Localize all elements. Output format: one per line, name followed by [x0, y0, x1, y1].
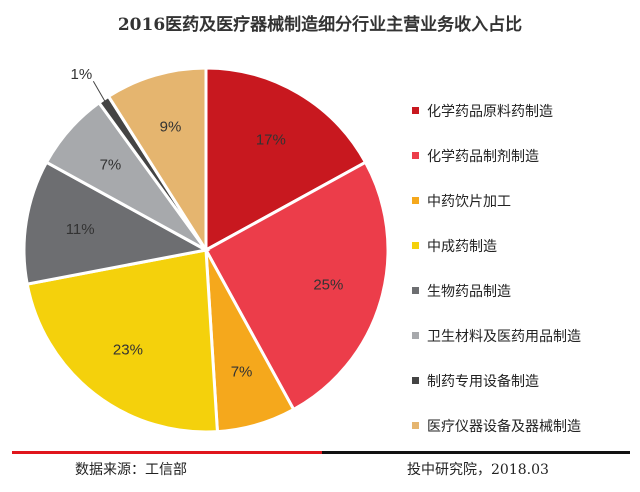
legend-label: 生物药品制造: [427, 283, 511, 300]
footer-divider-red: [12, 451, 322, 454]
slice-label-7: 1%: [70, 66, 92, 83]
leader-line: [92, 81, 106, 102]
legend-swatch: [412, 152, 419, 159]
credit-text: 投中研究院，2018.03: [407, 462, 549, 478]
legend-swatch: [412, 107, 419, 114]
pie-slice-8: [106, 66, 208, 256]
legend-label: 制药专用设备制造: [427, 373, 539, 390]
legend-item-2: 化学药品制剂制造: [412, 133, 581, 178]
legend-label: 中药饮片加工: [427, 193, 511, 210]
legend-swatch: [412, 422, 419, 429]
legend-label: 中成药制造: [427, 238, 497, 255]
pie-slice-4: [25, 248, 220, 434]
chart-title: 2016医药及医疗器械制造细分行业主营业务收入占比: [117, 15, 523, 35]
legend-label: 化学药品制剂制造: [427, 148, 539, 165]
legend-item-6: 卫生材料及医药用品制造: [412, 313, 581, 358]
legend-label: 医疗仪器设备及器械制造: [427, 418, 581, 435]
legend-label: 卫生材料及医药用品制造: [427, 328, 581, 345]
legend-swatch: [412, 332, 419, 339]
legend-swatch: [412, 197, 419, 204]
slice-label-1: 17%: [256, 131, 286, 148]
legend-item-5: 生物药品制造: [412, 268, 581, 313]
pie-slice-2: [203, 160, 390, 412]
pie-labels: 17% 25% 7% 23% 11% 7% 1% 9%: [66, 66, 344, 380]
slice-label-8: 9%: [160, 119, 182, 136]
legend-item-1: 化学药品原料药制造: [412, 88, 581, 133]
slice-label-2: 25%: [313, 277, 343, 294]
legend-swatch: [412, 377, 419, 384]
footer-divider-black: [322, 451, 630, 454]
slice-label-3: 7%: [231, 363, 253, 380]
slice-label-4: 23%: [113, 342, 143, 359]
legend-label: 化学药品原料药制造: [427, 103, 553, 120]
legend-item-3: 中药饮片加工: [412, 178, 581, 223]
pie-slice-5: [22, 160, 211, 286]
slice-label-5: 11%: [66, 221, 95, 238]
pie-slices: [22, 66, 390, 434]
legend-swatch: [412, 287, 419, 294]
pie-slice-1: [204, 66, 368, 253]
data-source-text: 数据来源：工信部: [75, 462, 187, 478]
legend-item-4: 中成药制造: [412, 223, 581, 268]
legend-item-8: 医疗仪器设备及器械制造: [412, 403, 581, 448]
legend-item-7: 制药专用设备制造: [412, 358, 581, 403]
chart-legend: 化学药品原料药制造 化学药品制剂制造 中药饮片加工 中成药制造生物药品制造卫生材料及医…: [412, 88, 581, 448]
slice-label-6: 7%: [100, 157, 122, 174]
legend-swatch: [412, 242, 419, 249]
